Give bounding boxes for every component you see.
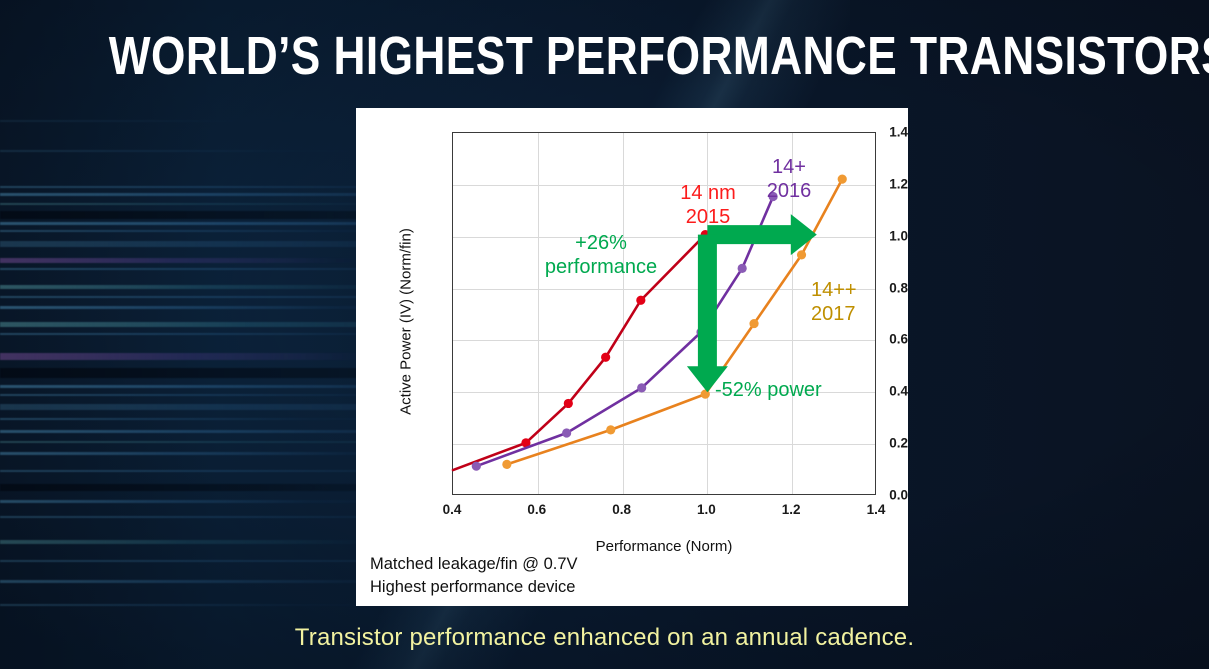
series-marker — [796, 250, 807, 260]
series-marker — [562, 428, 572, 438]
x-tick-label: 0.6 — [527, 502, 547, 517]
plot-frame: 14 nm 2015 14+ 2016 14++ 2017 +26% perfo… — [451, 132, 876, 495]
gridline-vertical — [622, 133, 624, 494]
gridline-horizontal — [453, 444, 875, 446]
chart-plot-area: Active Power (IV) (Norm/fin) 1.4 1.2 1.0… — [356, 108, 909, 556]
series-label-14plus-line1: 14+ — [772, 156, 806, 178]
performance-arrow — [707, 214, 817, 256]
series-marker — [637, 383, 647, 393]
gridline-horizontal — [453, 392, 875, 394]
gridline-horizontal — [453, 184, 875, 186]
y-axis-label: Active Power (IV) (Norm/fin) — [397, 228, 415, 415]
annotation-performance-gain-line2: performance — [544, 256, 658, 278]
gridline-vertical — [537, 133, 539, 494]
gridline-horizontal — [453, 236, 875, 238]
series-label-14plusplus-line2: 2017 — [811, 303, 856, 325]
series-marker — [636, 295, 646, 305]
power-arrow — [686, 234, 728, 393]
y-tick-label: 0.4 — [889, 383, 908, 399]
series-label-14plus-line2: 2016 — [766, 180, 812, 202]
series-label-14plusplus-line1: 14++ — [811, 279, 857, 301]
series-line — [451, 233, 707, 472]
y-tick-label: 0.2 — [889, 435, 908, 451]
annotation-performance-gain-line1: +26% — [575, 232, 627, 254]
footnote-line-1: Matched leakage/fin @ 0.7V — [370, 555, 578, 573]
series-label-14plus: 14+ 2016 — [741, 155, 837, 203]
series-svg-layer — [451, 174, 847, 472]
series-label-14nm-line1: 14 nm — [680, 182, 736, 204]
annotation-power-reduction: -52% power — [715, 379, 822, 401]
series-marker — [563, 398, 573, 409]
series-marker — [768, 191, 778, 202]
series-marker — [606, 425, 616, 435]
x-axis-label: Performance (Norm) — [595, 538, 733, 555]
data-series-group — [451, 174, 847, 472]
x-tick-label: 1.0 — [697, 502, 716, 517]
y-tick-label: 1.4 — [889, 124, 908, 140]
series-marker — [471, 461, 481, 471]
chart-card: Active Power (IV) (Norm/fin) 1.4 1.2 1.0… — [356, 108, 908, 606]
gridline-vertical — [792, 133, 794, 494]
gridline-horizontal — [453, 288, 875, 290]
slide-caption: Transistor performance enhanced on an an… — [294, 624, 915, 651]
y-tick-label: 1.0 — [889, 228, 908, 244]
x-tick-label: 1.2 — [781, 502, 801, 517]
series-marker — [749, 318, 759, 329]
y-tick-label: 0.0 — [889, 487, 908, 503]
annotation-performance-gain: +26% performance — [511, 231, 691, 279]
gridline-horizontal — [453, 340, 875, 342]
series-marker — [737, 263, 747, 273]
x-tick-label: 0.8 — [612, 502, 631, 517]
series-marker — [601, 352, 611, 362]
annotation-arrows-group — [686, 214, 817, 393]
series-label-14plusplus: 14++ 2017 — [811, 278, 921, 326]
series-marker — [502, 459, 512, 469]
page-title: WORLD’S HIGHEST PERFORMANCE TRANSISTORS — [108, 26, 1209, 86]
footnote-line-2: Highest performance device — [370, 578, 576, 596]
series-marker — [837, 174, 847, 184]
x-tick-label: 1.4 — [866, 502, 886, 517]
x-tick-label: 0.4 — [442, 502, 462, 517]
series-label-14nm-line2: 2015 — [685, 206, 731, 228]
chart-footnotes: Matched leakage/fin @ 0.7V Highest perfo… — [370, 553, 578, 599]
y-tick-label: 0.8 — [889, 280, 908, 296]
y-tick-label: 1.2 — [889, 176, 908, 192]
y-tick-label: 0.6 — [889, 331, 908, 347]
series-label-14nm: 14 nm 2015 — [653, 181, 763, 229]
series-marker — [521, 438, 531, 448]
series-line — [505, 177, 844, 466]
series-line — [475, 195, 775, 468]
